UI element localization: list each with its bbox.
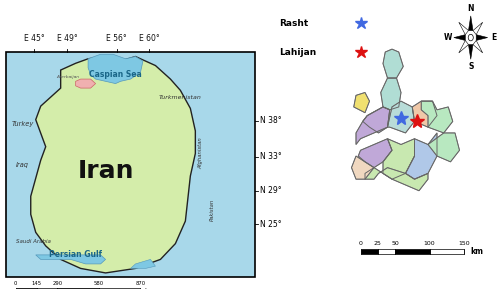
Polygon shape bbox=[76, 79, 96, 88]
Polygon shape bbox=[383, 49, 403, 78]
Text: Pakistan: Pakistan bbox=[210, 199, 216, 221]
Text: km: km bbox=[145, 288, 154, 289]
Polygon shape bbox=[365, 168, 428, 191]
Polygon shape bbox=[354, 92, 370, 113]
Bar bbox=[378, 249, 395, 254]
Polygon shape bbox=[412, 101, 437, 127]
Polygon shape bbox=[421, 101, 453, 133]
Polygon shape bbox=[88, 54, 143, 84]
Bar bbox=[6, 52, 255, 277]
Text: Turkey: Turkey bbox=[12, 121, 34, 127]
Text: E 49°: E 49° bbox=[56, 34, 78, 43]
Text: Turkmenistan: Turkmenistan bbox=[159, 95, 202, 100]
Polygon shape bbox=[36, 255, 106, 264]
Text: E 56°: E 56° bbox=[106, 34, 127, 43]
Text: S: S bbox=[468, 62, 473, 71]
Text: N 29°: N 29° bbox=[260, 186, 281, 195]
Text: 0: 0 bbox=[358, 241, 362, 246]
Polygon shape bbox=[459, 40, 468, 53]
Bar bbox=[360, 249, 378, 254]
Polygon shape bbox=[459, 22, 468, 35]
Bar bbox=[6, 52, 255, 277]
Text: W: W bbox=[444, 33, 452, 42]
Text: Lahijan: Lahijan bbox=[280, 47, 317, 57]
Text: Azerbaijan: Azerbaijan bbox=[56, 75, 80, 79]
Polygon shape bbox=[406, 133, 437, 179]
Text: 150: 150 bbox=[458, 241, 470, 246]
Text: Afghanistan: Afghanistan bbox=[198, 138, 203, 169]
Text: 25: 25 bbox=[374, 241, 382, 246]
Polygon shape bbox=[468, 45, 473, 59]
Text: Iraq: Iraq bbox=[16, 162, 29, 168]
Text: Persian Gulf: Persian Gulf bbox=[49, 250, 102, 260]
Text: 870: 870 bbox=[136, 281, 145, 286]
Polygon shape bbox=[388, 101, 414, 133]
Bar bbox=[395, 249, 430, 254]
Text: N: N bbox=[468, 4, 474, 13]
Text: 50: 50 bbox=[391, 241, 399, 246]
Polygon shape bbox=[381, 78, 401, 110]
Text: E 60°: E 60° bbox=[139, 34, 160, 43]
Text: 290: 290 bbox=[52, 281, 62, 286]
Polygon shape bbox=[454, 35, 466, 40]
Polygon shape bbox=[428, 133, 460, 162]
Text: E: E bbox=[491, 33, 496, 42]
Polygon shape bbox=[30, 57, 196, 273]
Text: Saudi Arabia: Saudi Arabia bbox=[16, 239, 50, 244]
Text: Iran: Iran bbox=[78, 160, 134, 184]
Text: N 25°: N 25° bbox=[260, 220, 281, 229]
Bar bbox=[430, 249, 464, 254]
Text: N 33°: N 33° bbox=[260, 152, 281, 161]
Polygon shape bbox=[473, 40, 482, 53]
Circle shape bbox=[468, 34, 473, 41]
Polygon shape bbox=[130, 260, 156, 268]
Text: Rasht: Rasht bbox=[280, 18, 309, 28]
Polygon shape bbox=[468, 16, 473, 31]
Polygon shape bbox=[473, 22, 482, 35]
Text: 0: 0 bbox=[14, 281, 18, 286]
Polygon shape bbox=[363, 107, 390, 133]
Text: 100: 100 bbox=[424, 241, 436, 246]
Text: N 38°: N 38° bbox=[260, 116, 281, 125]
Bar bbox=[16, 288, 36, 289]
Bar bbox=[58, 288, 99, 289]
Polygon shape bbox=[476, 35, 488, 40]
Polygon shape bbox=[352, 156, 374, 179]
Polygon shape bbox=[356, 107, 390, 144]
Text: 145: 145 bbox=[32, 281, 42, 286]
Text: 580: 580 bbox=[94, 281, 104, 286]
Bar bbox=[36, 288, 58, 289]
Bar bbox=[99, 288, 140, 289]
Polygon shape bbox=[383, 139, 414, 179]
Text: E 45°: E 45° bbox=[24, 34, 45, 43]
Text: Caspian Sea: Caspian Sea bbox=[89, 70, 142, 79]
Text: km: km bbox=[471, 247, 484, 256]
Polygon shape bbox=[358, 139, 392, 168]
